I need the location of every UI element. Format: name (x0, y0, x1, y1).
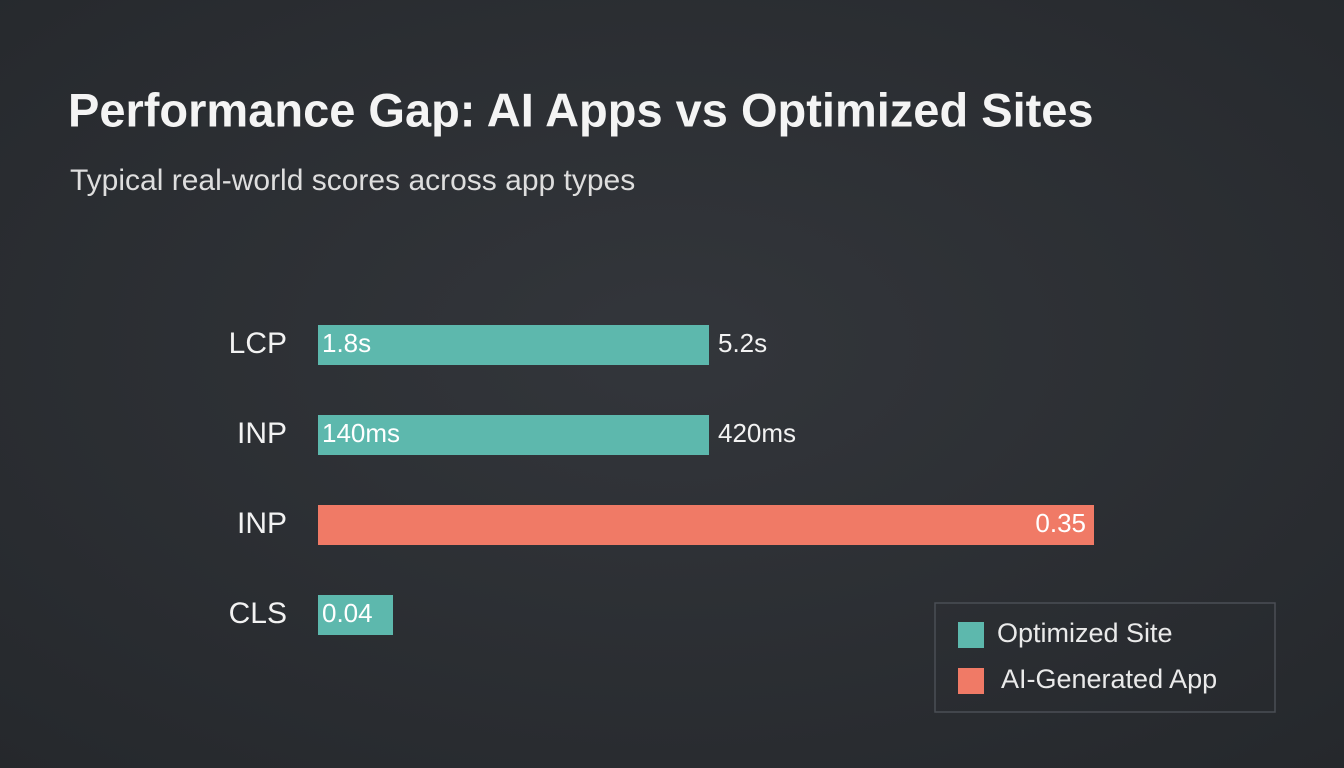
value-label: 5.2s (718, 328, 767, 358)
chart-title: Performance Gap: AI Apps vs Optimized Si… (68, 83, 1094, 136)
chart-subtitle: Typical real-world scores across app typ… (70, 164, 635, 197)
legend-box (934, 602, 1276, 713)
bar (318, 505, 1094, 545)
category-label: INP (237, 507, 287, 540)
legend-label: Optimized Site (997, 618, 1173, 648)
legend-swatch (958, 668, 984, 694)
category-label: INP (237, 417, 287, 450)
value-label: 0.04 (322, 598, 373, 628)
legend-label: AI-Generated App (1001, 664, 1217, 694)
value-label: 1.8s (322, 328, 371, 358)
value-label: 140ms (322, 418, 400, 448)
legend-swatch (958, 622, 984, 648)
bar (318, 325, 709, 365)
bar (318, 415, 709, 455)
bar (318, 595, 393, 635)
category-label: CLS (229, 597, 287, 630)
value-label: 0.35 (1035, 508, 1086, 538)
value-label: 420ms (718, 418, 796, 448)
category-label: LCP (229, 327, 287, 360)
